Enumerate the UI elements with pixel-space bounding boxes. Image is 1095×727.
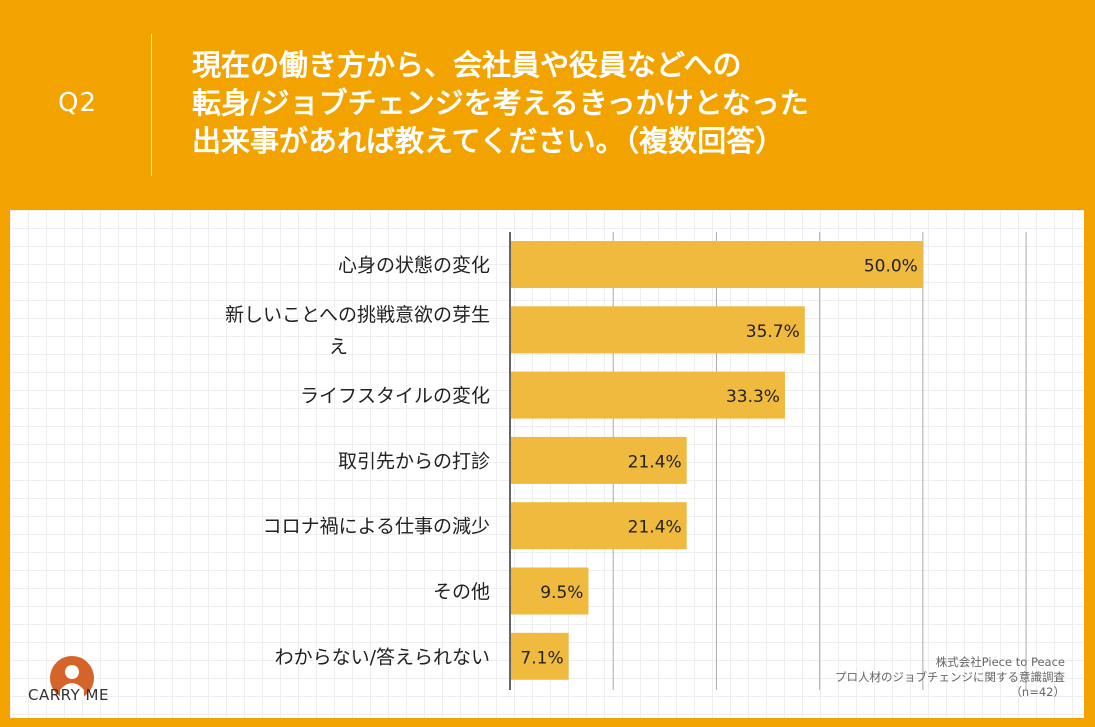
category-label-1: 新しいことへの挑戦意欲の芽生	[225, 304, 490, 326]
value-label-6: 7.1%	[520, 648, 563, 668]
bar-0	[511, 241, 923, 288]
category-label-6: わからない/答えられない	[275, 646, 490, 668]
bar-1	[511, 306, 805, 354]
category-label-2: ライフスタイルの変化	[300, 385, 490, 407]
category-label-1-line-1: え	[329, 336, 348, 358]
source-note: 株式会社Piece to Peace プロ人材のジョブチェンジに関する意識調査 …	[735, 655, 1065, 700]
category-label-3: 取引先からの打診	[338, 450, 490, 472]
question-text: 現在の働き方から、会社員や役員などへの 転身/ジョブチェンジを考えるきっかけとな…	[192, 46, 1072, 160]
bar-2	[511, 371, 785, 419]
value-label-0: 50.0%	[864, 257, 918, 277]
category-label-4: コロナ禍による仕事の減少	[263, 516, 490, 538]
question-number: Q2	[58, 88, 98, 118]
source-line-1: 株式会社Piece to Peace	[935, 655, 1065, 669]
value-label-2: 33.3%	[726, 387, 780, 407]
header-divider	[151, 34, 152, 176]
logo-text: CARRY ME	[28, 686, 109, 704]
value-label-1: 35.7%	[746, 322, 800, 342]
value-label-4: 21.4%	[628, 518, 682, 538]
bar-6	[511, 632, 569, 680]
bar-5	[511, 567, 589, 615]
question-line-2: 転身/ジョブチェンジを考えるきっかけとなった	[192, 86, 809, 120]
category-label-5: その他	[433, 581, 490, 603]
carry-me-logo-icon	[50, 656, 94, 700]
question-line-3: 出来事があれば教えてください。（複数回答）	[192, 124, 785, 158]
bar-3	[511, 436, 687, 484]
source-line-2: プロ人材のジョブチェンジに関する意識調査	[835, 670, 1065, 684]
header: Q2 現在の働き方から、会社員や役員などへの 転身/ジョブチェンジを考えるきっか…	[0, 0, 1095, 210]
value-label-5: 9.5%	[540, 583, 583, 603]
source-line-3: （n=42）	[1010, 685, 1065, 699]
category-label-0: 心身の状態の変化	[338, 255, 490, 277]
value-label-3: 21.4%	[628, 452, 682, 472]
question-line-1: 現在の働き方から、会社員や役員などへの	[192, 48, 742, 82]
bar-4	[511, 502, 687, 550]
